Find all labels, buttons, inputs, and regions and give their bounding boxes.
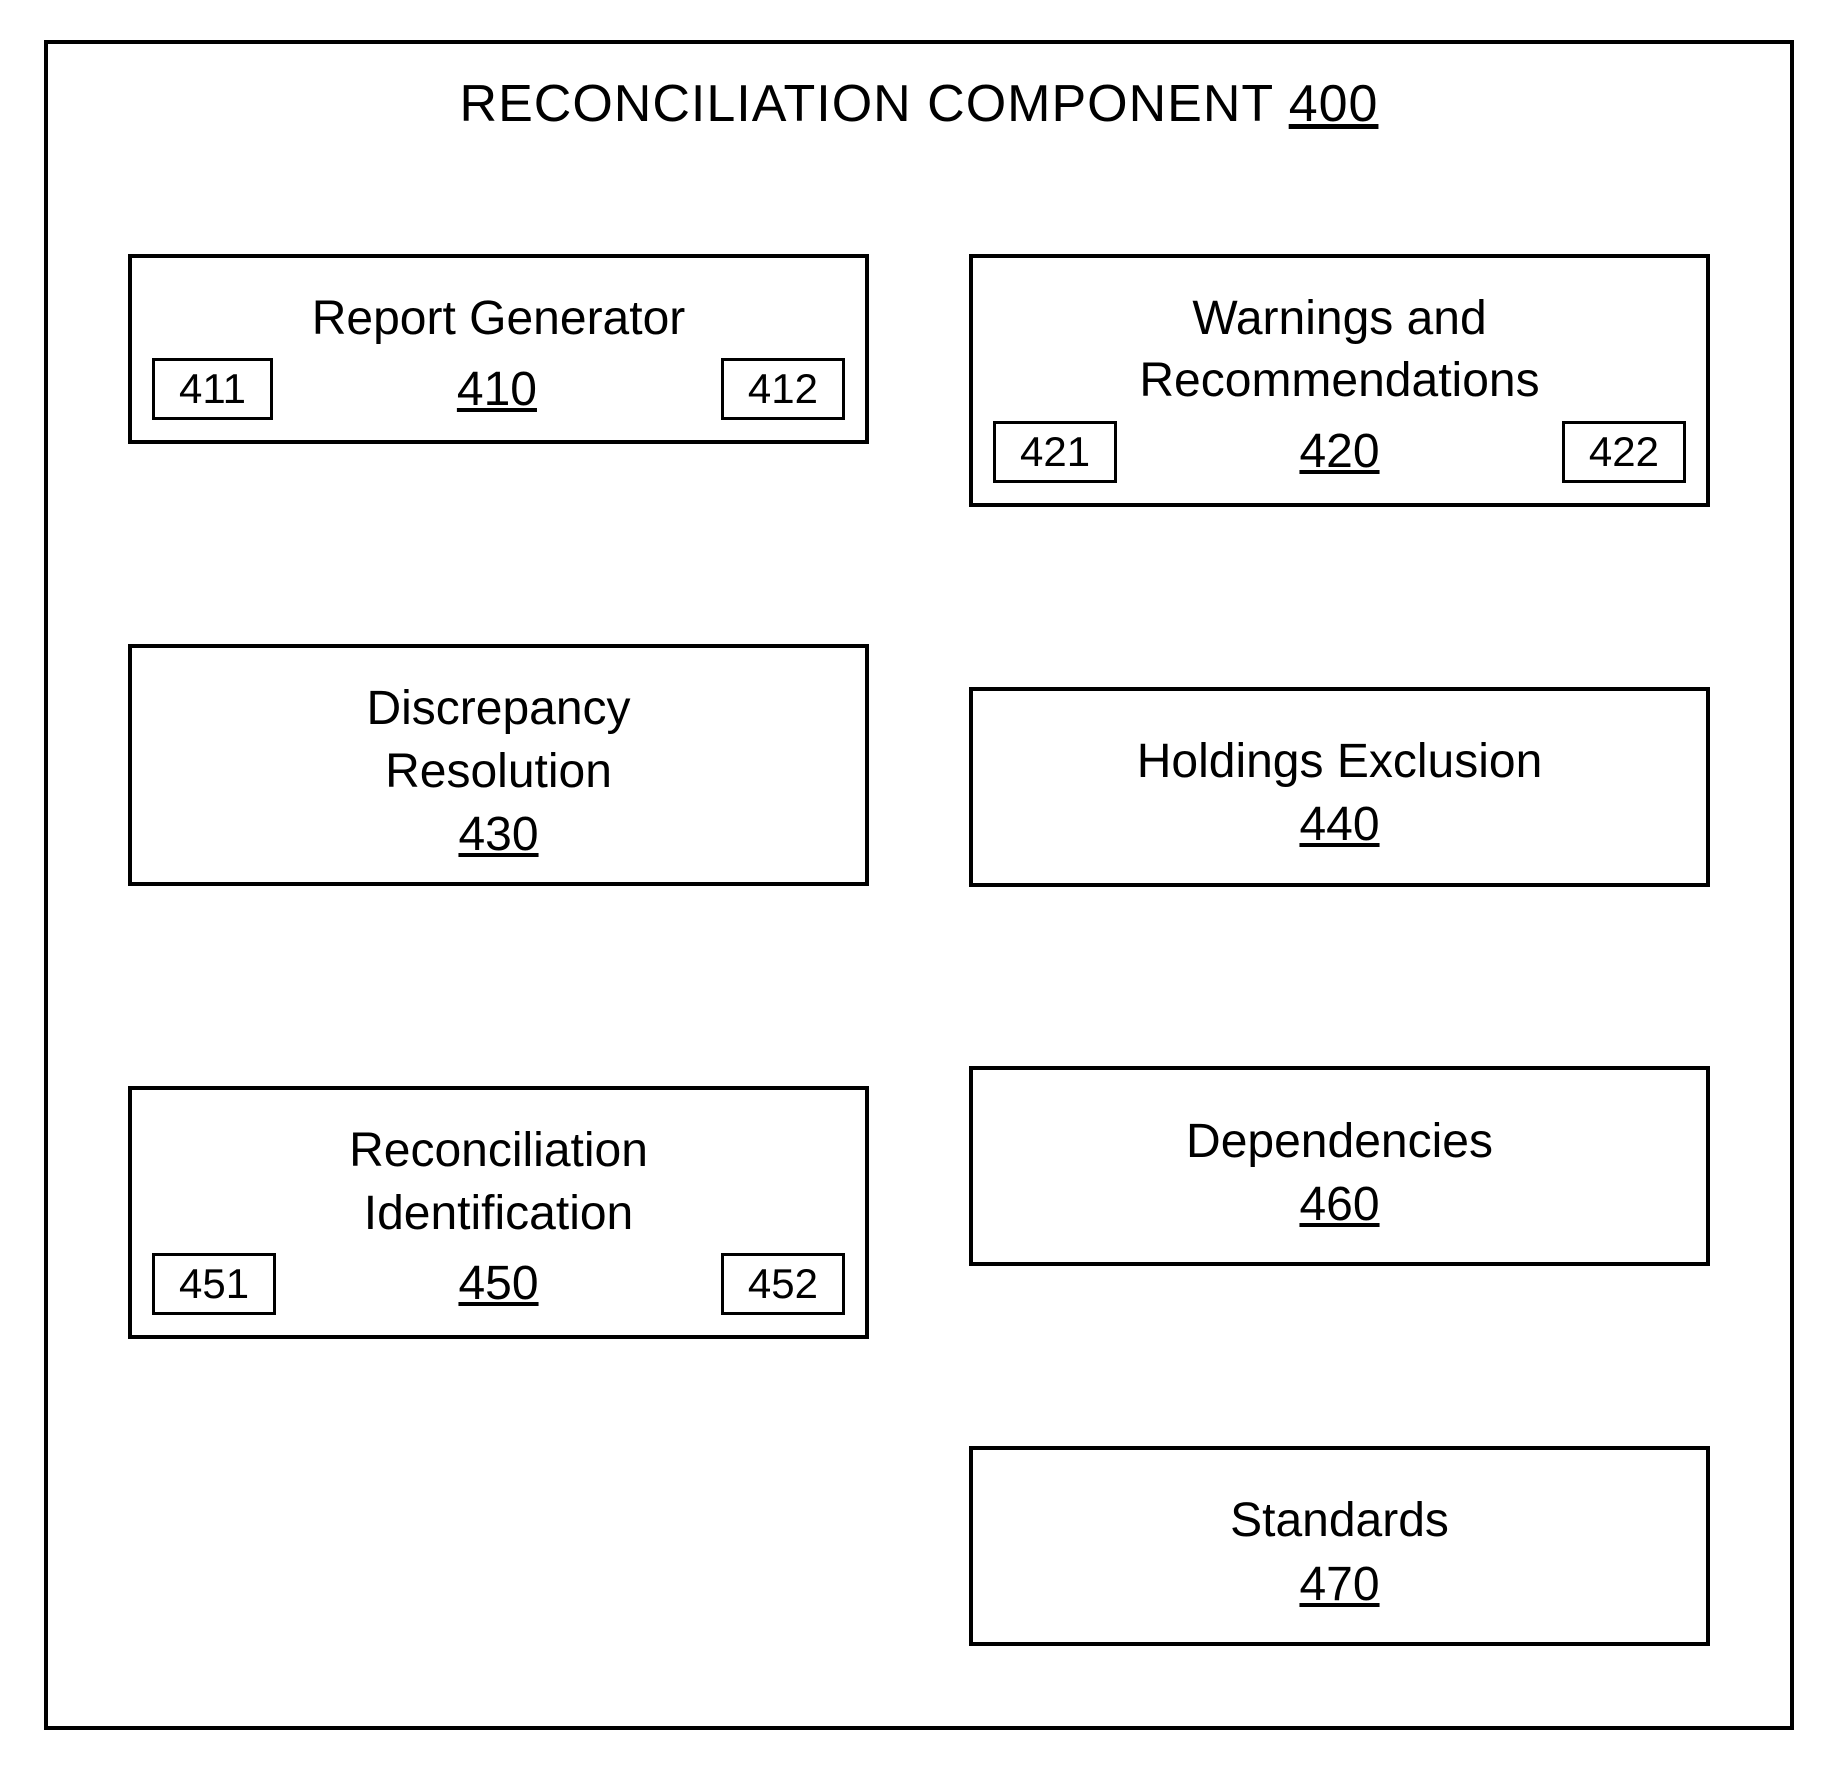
box-label: Report Generator bbox=[152, 288, 845, 350]
sub-row: 421 420 422 bbox=[993, 421, 1686, 483]
box-ref: 410 bbox=[457, 362, 537, 417]
title-ref: 400 bbox=[1289, 75, 1379, 133]
title-text: RECONCILIATION COMPONENT bbox=[460, 75, 1274, 133]
sub-box-452: 452 bbox=[721, 1253, 845, 1315]
sub-box-451: 451 bbox=[152, 1253, 276, 1315]
sub-box-421: 421 bbox=[993, 421, 1117, 483]
box-label: Standards bbox=[993, 1490, 1686, 1552]
diagram-title: RECONCILIATION COMPONENT 400 bbox=[128, 74, 1710, 134]
reconciliation-component-diagram: RECONCILIATION COMPONENT 400 Report Gene… bbox=[44, 40, 1794, 1730]
box-label: Discrepancy Resolution bbox=[152, 678, 845, 803]
box-label: Warnings and Recommendations bbox=[993, 288, 1686, 413]
box-label: Reconciliation Identification bbox=[152, 1120, 845, 1245]
box-ref: 470 bbox=[1299, 1557, 1379, 1612]
left-column: Report Generator 411 410 412 Discrepancy… bbox=[128, 254, 869, 1646]
box-ref: 440 bbox=[1299, 797, 1379, 852]
box-ref: 430 bbox=[458, 807, 538, 862]
box-ref: 450 bbox=[458, 1256, 538, 1311]
box-ref: 420 bbox=[1299, 424, 1379, 479]
right-column: Warnings and Recommendations 421 420 422… bbox=[969, 254, 1710, 1646]
box-report-generator: Report Generator 411 410 412 bbox=[128, 254, 869, 444]
box-dependencies: Dependencies 460 bbox=[969, 1066, 1710, 1266]
sub-row: 451 450 452 bbox=[152, 1253, 845, 1315]
box-ref: 460 bbox=[1299, 1177, 1379, 1232]
box-discrepancy-resolution: Discrepancy Resolution 430 bbox=[128, 644, 869, 886]
sub-box-411: 411 bbox=[152, 358, 273, 420]
box-label: Dependencies bbox=[993, 1111, 1686, 1173]
columns-wrapper: Report Generator 411 410 412 Discrepancy… bbox=[128, 254, 1710, 1646]
box-holdings-exclusion: Holdings Exclusion 440 bbox=[969, 687, 1710, 887]
box-label: Holdings Exclusion bbox=[993, 731, 1686, 793]
sub-row: 411 410 412 bbox=[152, 358, 845, 420]
sub-box-412: 412 bbox=[721, 358, 845, 420]
box-standards: Standards 470 bbox=[969, 1446, 1710, 1646]
box-reconciliation-identification: Reconciliation Identification 451 450 45… bbox=[128, 1086, 869, 1339]
box-warnings-recommendations: Warnings and Recommendations 421 420 422 bbox=[969, 254, 1710, 507]
sub-box-422: 422 bbox=[1562, 421, 1686, 483]
